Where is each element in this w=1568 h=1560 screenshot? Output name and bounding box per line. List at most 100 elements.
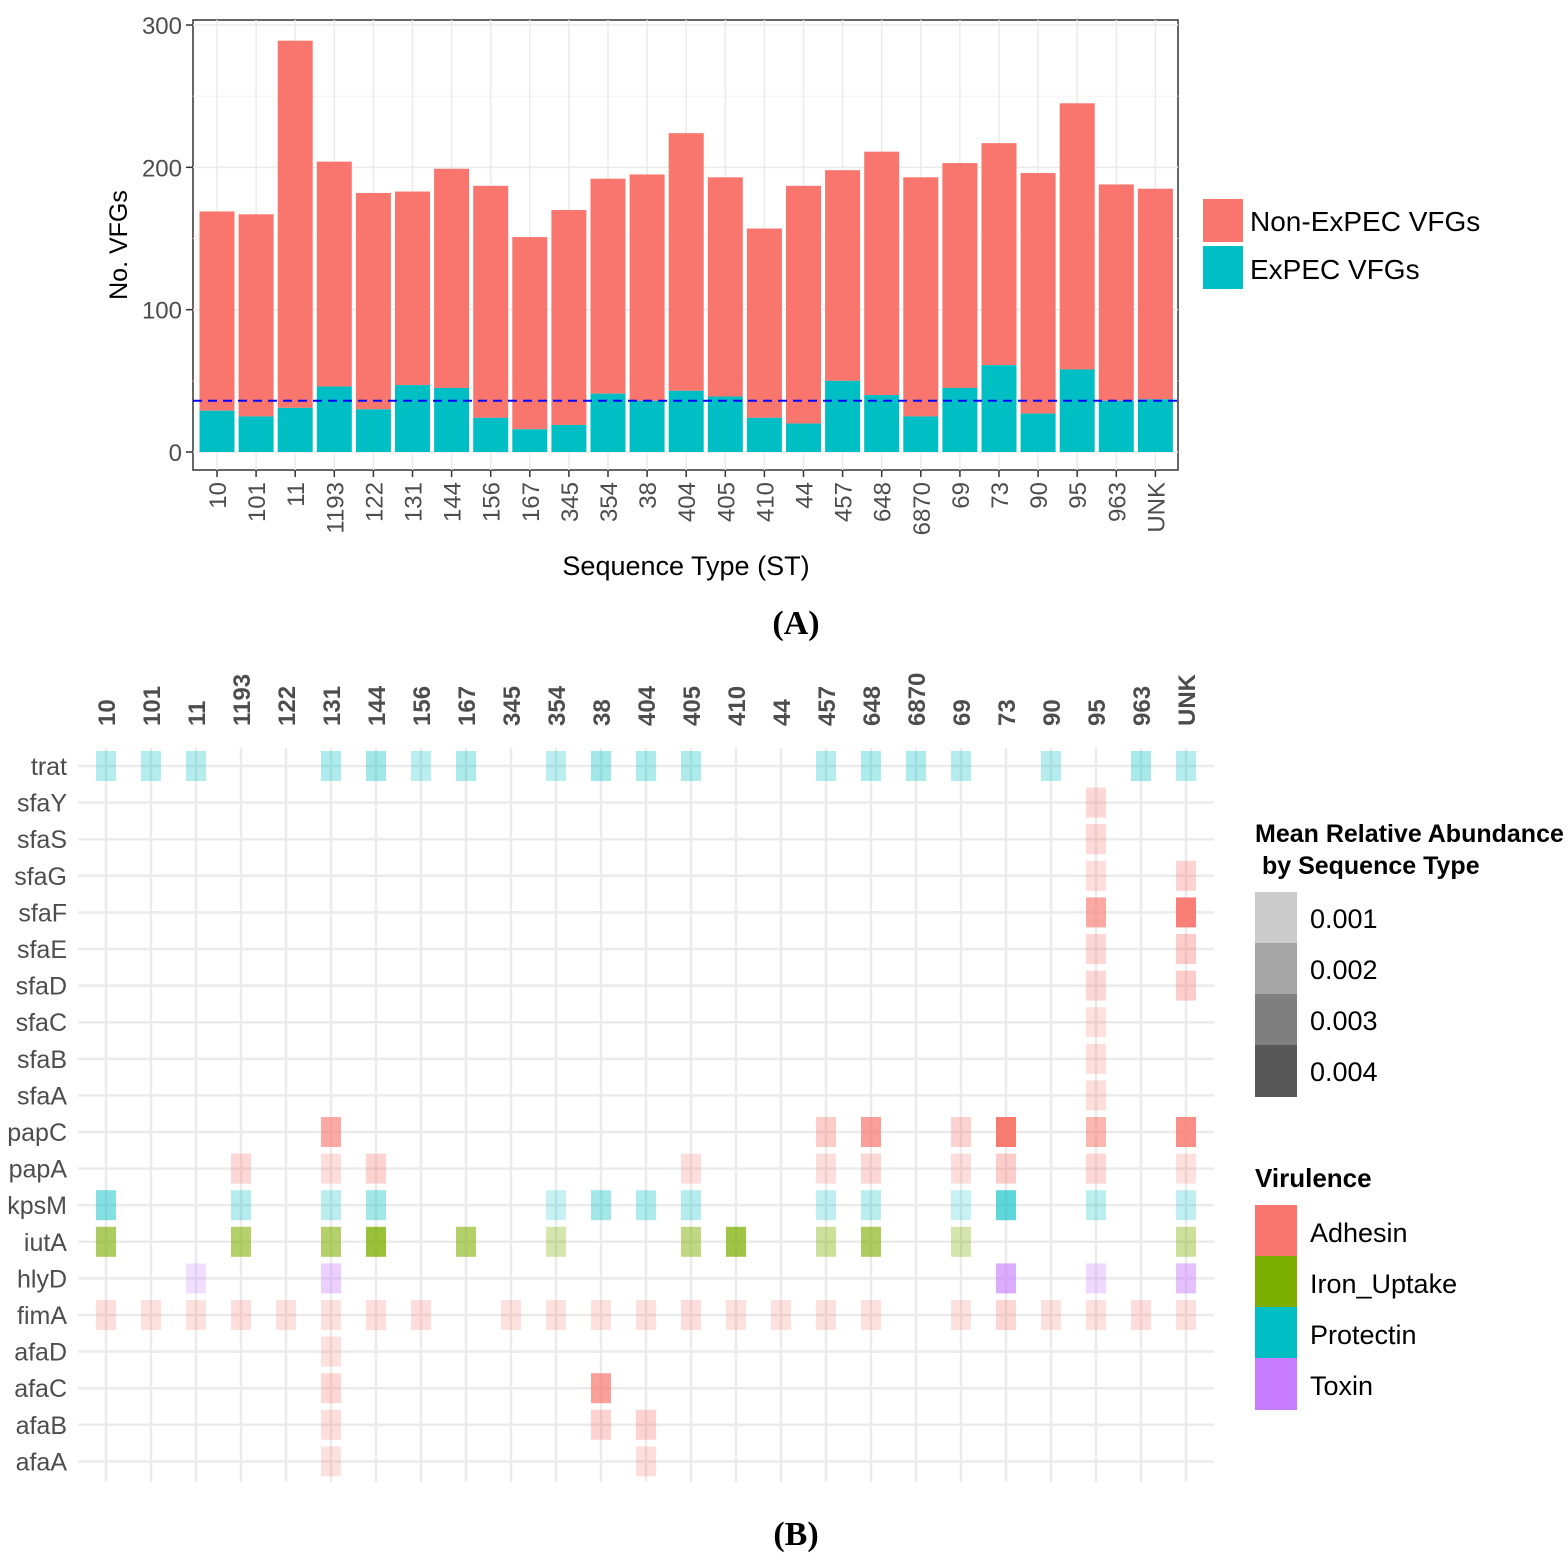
heatmap-row-label: papC xyxy=(7,1119,67,1147)
x-tick-label: 457 xyxy=(831,482,858,522)
bar-non-expec-144 xyxy=(434,168,470,388)
heatmap-cells xyxy=(96,751,1196,1477)
heatmap-cell-iutA-10 xyxy=(96,1226,116,1257)
panel-label-b: (B) xyxy=(773,1516,818,1553)
heatmap-cell-afaC-131 xyxy=(321,1373,341,1404)
heatmap-row-label: sfaB xyxy=(17,1046,67,1074)
heatmap-cell-afaA-131 xyxy=(321,1446,341,1477)
heatmap-cell-afaB-131 xyxy=(321,1409,341,1440)
heatmap-cell-trat-167 xyxy=(456,751,476,781)
x-tick-label: 101 xyxy=(244,482,271,522)
heatmap-cell-fimA-345 xyxy=(501,1300,521,1330)
heatmap-col-label: 144 xyxy=(364,685,391,726)
abundance-label-0003: 0.003 xyxy=(1310,1006,1378,1036)
bar-chart-panel: 0 100 200 300 10 101 11 1193 122 131 144 156 167 345… xyxy=(105,13,1480,642)
heatmap-cell-trat-156 xyxy=(411,751,431,781)
heatmap-cell-papA-73 xyxy=(996,1153,1016,1184)
virulence-legend-title: Virulence xyxy=(1255,1163,1372,1193)
heatmap-cell-iutA-69 xyxy=(951,1226,971,1257)
heatmap-col-label: 648 xyxy=(859,686,886,726)
heatmap-cell-iutA-1193 xyxy=(231,1226,251,1257)
heatmap-panel: 10 101 11 1193 122 131 144 156 167 345 354 38 404 405… xyxy=(7,673,1564,1553)
heatmap-cell-papA-1193 xyxy=(231,1153,251,1184)
heatmap-col-label: 122 xyxy=(274,686,301,726)
y-axis-title: No. VFGs xyxy=(105,190,133,300)
x-axis-title: Sequence Type (ST) xyxy=(562,551,809,581)
bar-non-expec-167 xyxy=(512,237,548,430)
bar-expec-73 xyxy=(981,365,1017,452)
heatmap-cell-iutA-167 xyxy=(456,1226,476,1257)
bar-non-expec-73 xyxy=(981,143,1017,366)
bar-non-expec-6870 xyxy=(903,177,939,417)
bar-expec-6870 xyxy=(903,416,939,452)
heatmap-cell-papA-UNK xyxy=(1176,1153,1196,1184)
bar-expec-1193 xyxy=(316,386,352,452)
heatmap-cell-papA-69 xyxy=(951,1153,971,1184)
heatmap-cell-iutA-410 xyxy=(726,1226,746,1257)
heatmap-cell-trat-90 xyxy=(1041,751,1061,781)
heatmap-cell-trat-101 xyxy=(141,751,161,781)
heatmap-cell-trat-405 xyxy=(681,751,701,781)
bar-expec-11 xyxy=(277,407,313,452)
heatmap-cell-fimA-405 xyxy=(681,1300,701,1330)
x-tick-label: 44 xyxy=(792,482,819,509)
heatmap-cell-sfaG-95 xyxy=(1086,860,1106,891)
heatmap-cell-fimA-90 xyxy=(1041,1300,1061,1330)
heatmap-cell-afaD-131 xyxy=(321,1336,341,1367)
heatmap-cell-hlyD-11 xyxy=(186,1263,206,1294)
heatmap-cell-trat-11 xyxy=(186,751,206,781)
x-tick-label: 10 xyxy=(205,482,232,509)
heatmap-col-label: 44 xyxy=(769,699,796,726)
y-tick-label: 0 xyxy=(169,440,182,467)
heatmap-col-label: 167 xyxy=(454,686,481,726)
x-tick-label: 38 xyxy=(635,482,662,509)
heatmap-row-labels: trat sfaY sfaS sfaG sfaF sfaE sfaD sfaC sfaB sfaA… xyxy=(7,753,67,1476)
heatmap-col-label: 410 xyxy=(724,686,751,726)
bar-expec-405 xyxy=(707,396,743,452)
heatmap-col-label: 457 xyxy=(814,686,841,726)
heatmap-cell-kpsM-95 xyxy=(1086,1190,1106,1221)
heatmap-cell-fimA-404 xyxy=(636,1300,656,1330)
heatmap-cell-fimA-648 xyxy=(861,1300,881,1330)
heatmap-cell-sfaG-UNK xyxy=(1176,860,1196,891)
heatmap-row-label: afaA xyxy=(16,1448,68,1476)
heatmap-cell-kpsM-1193 xyxy=(231,1190,251,1221)
heatmap-cell-sfaB-95 xyxy=(1086,1043,1106,1074)
x-tick-label: UNK xyxy=(1143,482,1170,533)
heatmap-col-label: 10 xyxy=(94,699,121,726)
heatmap-row-label: trat xyxy=(31,753,67,781)
heatmap-cell-fimA-11 xyxy=(186,1300,206,1330)
heatmap-col-label: 131 xyxy=(319,686,346,726)
heatmap-row-label: fimA xyxy=(17,1302,67,1330)
abundance-legend-title-line1: Mean Relative Abundance xyxy=(1255,820,1564,848)
bar-expec-963 xyxy=(1098,400,1134,452)
abundance-key-0002 xyxy=(1255,943,1297,995)
bar-expec-122 xyxy=(355,409,391,452)
abundance-legend: Mean Relative Abundance by Sequence Type… xyxy=(1255,820,1564,1097)
heatmap-cell-fimA-963 xyxy=(1131,1300,1151,1330)
heatmap-cell-trat-144 xyxy=(366,751,386,781)
heatmap-col-label: 405 xyxy=(679,686,706,726)
bar-expec-44 xyxy=(786,423,821,452)
bar-non-expec-410 xyxy=(746,228,782,418)
heatmap-cell-papA-95 xyxy=(1086,1153,1106,1184)
heatmap-cell-sfaY-95 xyxy=(1086,787,1106,818)
heatmap-cell-trat-10 xyxy=(96,751,116,781)
heatmap-col-label: 90 xyxy=(1039,699,1066,726)
heatmap-row-label: sfaG xyxy=(14,863,67,891)
heatmap-grid xyxy=(78,748,1214,1482)
heatmap-cell-kpsM-354 xyxy=(546,1190,566,1221)
bar-non-expec-156 xyxy=(473,185,509,418)
x-tick-label: 131 xyxy=(401,482,428,522)
abundance-label-0004: 0.004 xyxy=(1310,1057,1378,1087)
y-tick-label: 100 xyxy=(142,298,182,325)
heatmap-col-label: 101 xyxy=(139,686,166,726)
bar-expec-UNK xyxy=(1137,399,1173,452)
heatmap-cell-trat-UNK xyxy=(1176,751,1196,781)
abundance-key-0001 xyxy=(1255,892,1297,944)
heatmap-cell-sfaD-95 xyxy=(1086,970,1106,1001)
heatmap-cell-papC-73 xyxy=(996,1117,1016,1147)
bar-non-expec-101 xyxy=(238,214,274,417)
heatmap-cell-sfaA-95 xyxy=(1086,1080,1106,1111)
heatmap-row-label: sfaY xyxy=(17,790,67,818)
